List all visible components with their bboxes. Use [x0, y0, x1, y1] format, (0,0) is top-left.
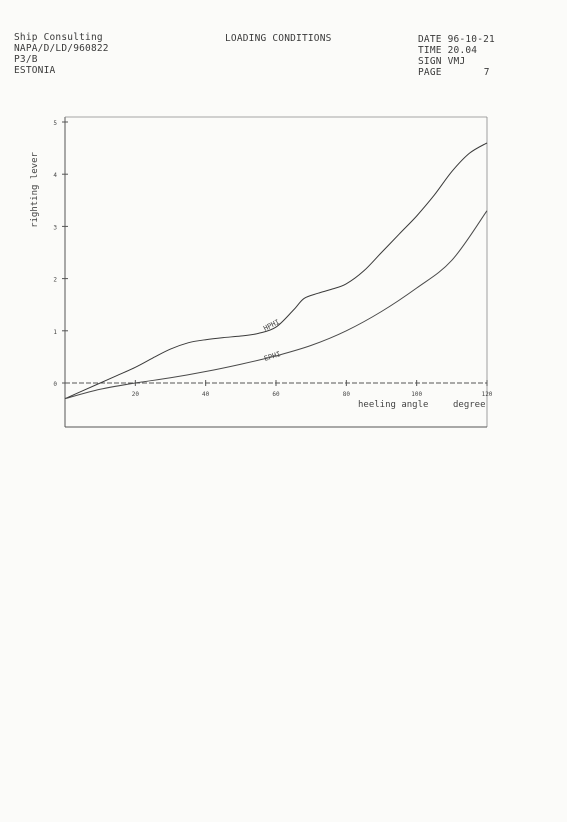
x-tick-label: 80: [343, 391, 351, 398]
x-tick-label: 120: [482, 391, 493, 398]
x-tick-label: 60: [272, 391, 280, 398]
series-label-hphi: HPHI: [262, 318, 281, 333]
y-tick-label: 0: [53, 381, 57, 388]
x-axis-label: heeling angle: [358, 400, 428, 410]
x-axis-unit: degree: [453, 400, 486, 410]
y-tick-label: 4: [53, 172, 57, 179]
series-line-hphi: [65, 143, 487, 399]
y-axis-label: righting lever: [30, 151, 40, 227]
y-tick-label: 3: [53, 224, 57, 231]
y-tick-label: 2: [53, 277, 57, 284]
x-tick-label: 100: [411, 391, 422, 398]
x-tick-label: 20: [132, 391, 140, 398]
series-label-ephi: EPHI: [263, 350, 282, 363]
x-tick-label: 40: [202, 391, 210, 398]
y-tick-label: 1: [53, 329, 57, 336]
chart-series: HPHI EPHI: [65, 143, 487, 399]
y-tick-label: 5: [53, 120, 57, 127]
